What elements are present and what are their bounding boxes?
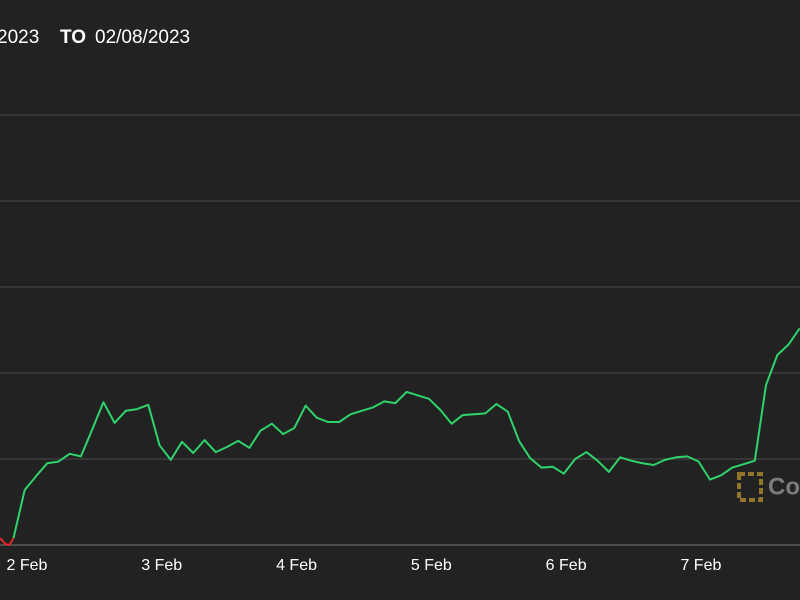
price-line	[0, 537, 15, 546]
price-line	[12, 327, 800, 539]
x-tick-label: 5 Feb	[411, 557, 452, 574]
logo-icon	[737, 472, 763, 502]
x-tick-label: 7 Feb	[680, 557, 721, 574]
date-to: 02/08/2023	[95, 27, 190, 48]
x-tick-label: 6 Feb	[546, 557, 587, 574]
x-tick-label: 4 Feb	[276, 557, 317, 574]
x-tick-label: 3 Feb	[141, 557, 182, 574]
x-tick-label: 2 Feb	[6, 557, 47, 574]
logo: Co	[737, 472, 800, 502]
logo-text: Co	[768, 473, 800, 500]
date-from: 2023	[0, 27, 39, 48]
plot	[0, 327, 800, 546]
date-to-label: TO	[60, 27, 86, 48]
